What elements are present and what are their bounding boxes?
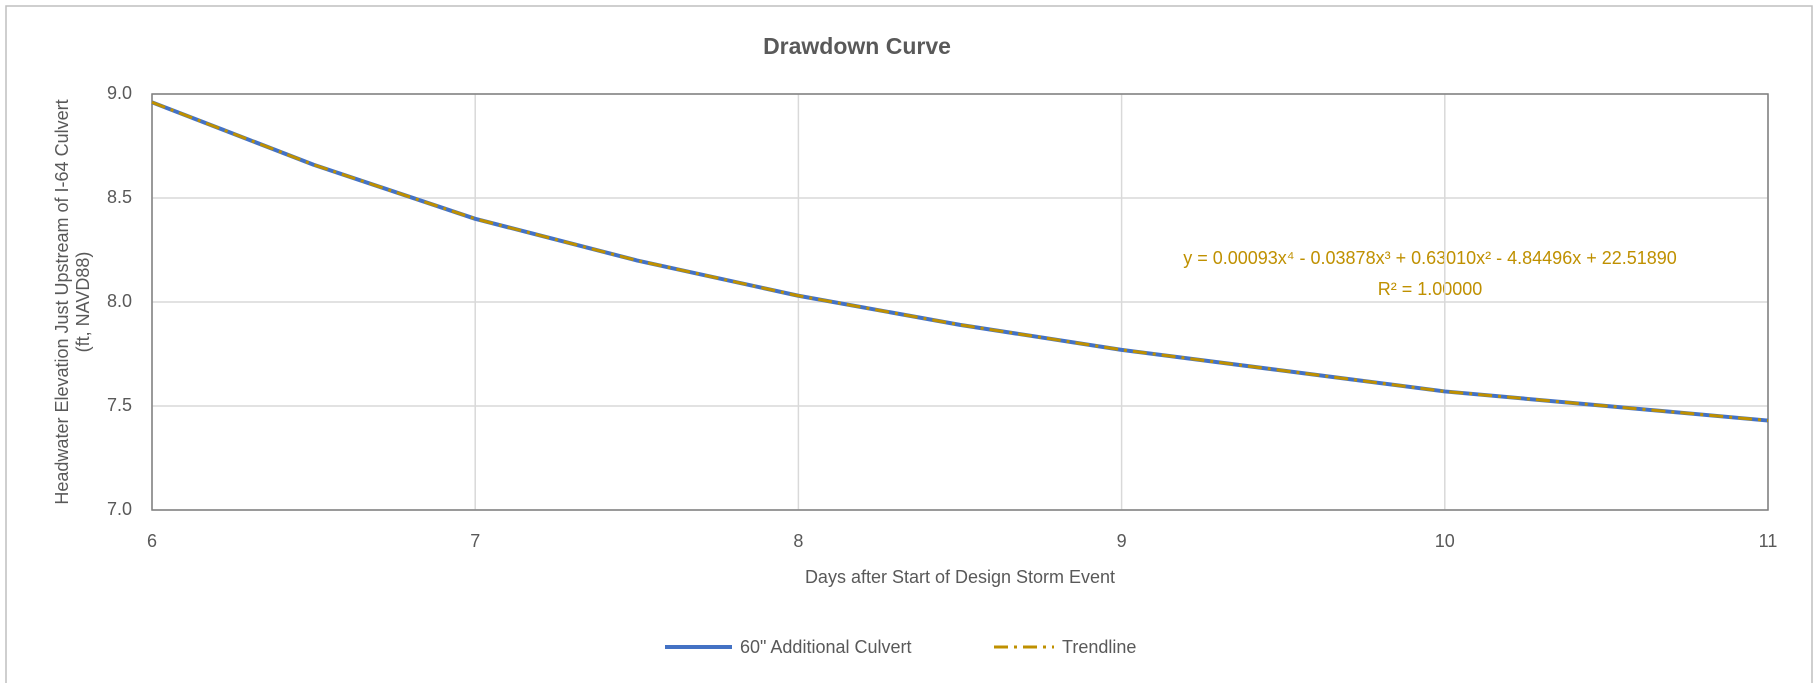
y-tick-label: 9.0 (107, 83, 132, 103)
y-axis-title: Headwater Elevation Just Upstream of I-6… (52, 99, 72, 504)
legend-label: 60" Additional Culvert (740, 637, 912, 657)
y-tick-label: 8.0 (107, 291, 132, 311)
y-axis-title: (ft, NAVD88) (73, 252, 93, 353)
trendline-equation: y = 0.00093x⁴ - 0.03878x³ + 0.63010x² - … (1183, 248, 1677, 268)
x-tick-label: 7 (470, 531, 480, 551)
x-tick-label: 6 (147, 531, 157, 551)
plot-frame (151, 93, 1769, 511)
x-tick-label: 9 (1117, 531, 1127, 551)
y-tick-label: 7.5 (107, 395, 132, 415)
x-tick-label: 10 (1435, 531, 1455, 551)
x-tick-label: 8 (793, 531, 803, 551)
y-tick-label: 8.5 (107, 187, 132, 207)
legend-label: Trendline (1062, 637, 1136, 657)
y-tick-label: 7.0 (107, 499, 132, 519)
chart-frame (5, 5, 1813, 688)
series-line (151, 100, 1769, 423)
x-axis-title: Days after Start of Design Storm Event (805, 567, 1115, 587)
x-tick-label: 11 (1759, 531, 1778, 551)
r-squared: R² = 1.00000 (1378, 279, 1483, 299)
chart-title: Drawdown Curve (763, 33, 951, 59)
